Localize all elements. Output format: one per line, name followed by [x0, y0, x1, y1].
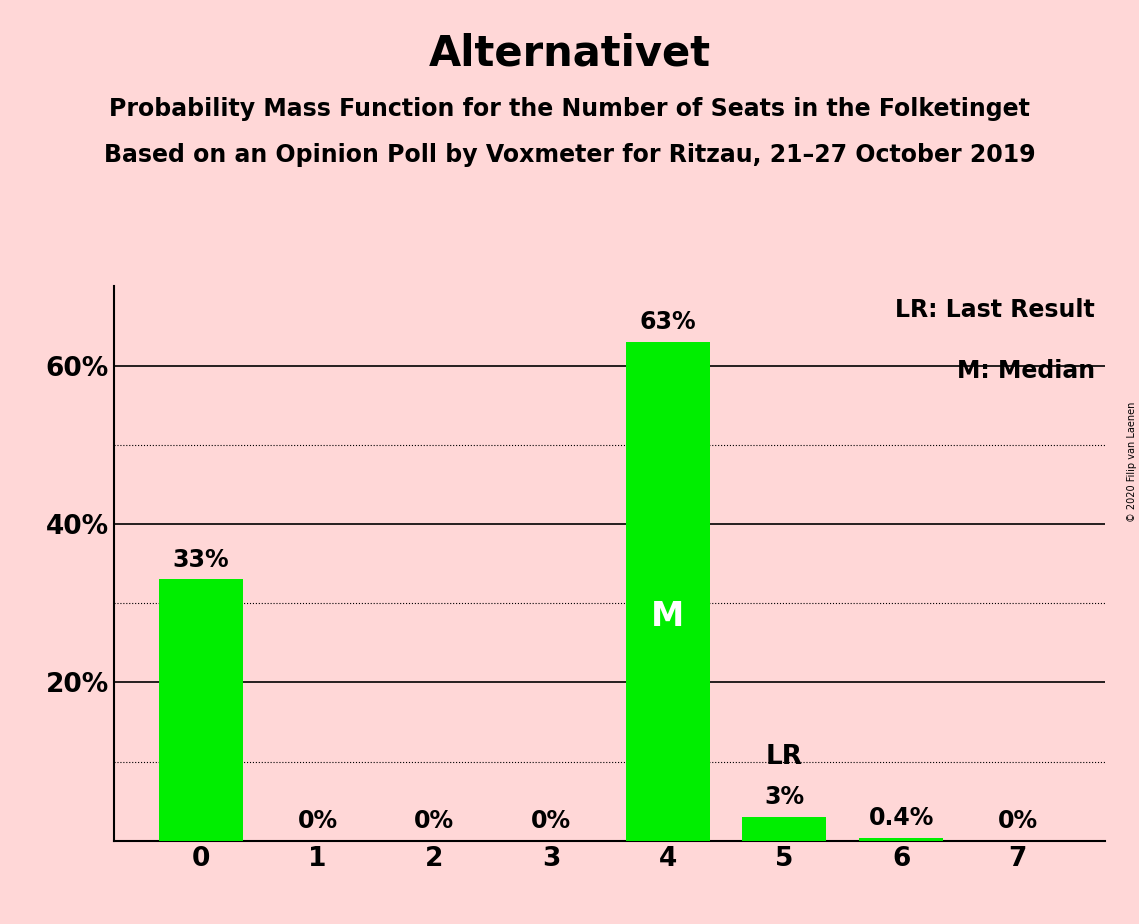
- Text: LR: LR: [765, 744, 803, 770]
- Bar: [625, 342, 710, 841]
- Text: © 2020 Filip van Laenen: © 2020 Filip van Laenen: [1126, 402, 1137, 522]
- Bar: [159, 579, 243, 841]
- Bar: [859, 838, 943, 841]
- Text: Alternativet: Alternativet: [428, 32, 711, 74]
- Bar: [743, 817, 827, 841]
- Text: 0%: 0%: [531, 808, 571, 833]
- Text: 33%: 33%: [173, 548, 229, 572]
- Text: M: Median: M: Median: [957, 359, 1095, 383]
- Text: 63%: 63%: [639, 310, 696, 334]
- Text: 0.4%: 0.4%: [868, 806, 934, 830]
- Text: 0%: 0%: [297, 808, 337, 833]
- Text: LR: Last Result: LR: Last Result: [895, 298, 1095, 322]
- Text: 3%: 3%: [764, 785, 804, 809]
- Text: M: M: [652, 600, 685, 633]
- Text: 0%: 0%: [415, 808, 454, 833]
- Text: Based on an Opinion Poll by Voxmeter for Ritzau, 21–27 October 2019: Based on an Opinion Poll by Voxmeter for…: [104, 143, 1035, 167]
- Text: Probability Mass Function for the Number of Seats in the Folketinget: Probability Mass Function for the Number…: [109, 97, 1030, 121]
- Text: 0%: 0%: [998, 808, 1038, 833]
